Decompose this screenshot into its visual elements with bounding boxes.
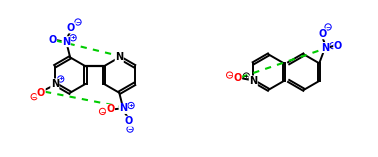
Text: N: N xyxy=(249,76,257,86)
Text: +: + xyxy=(58,76,64,81)
Text: −: − xyxy=(325,24,331,29)
Text: −: − xyxy=(100,109,105,114)
Text: +: + xyxy=(244,73,249,78)
Text: O: O xyxy=(318,29,326,39)
Text: −: − xyxy=(227,73,232,78)
Text: O: O xyxy=(37,88,45,98)
Text: −: − xyxy=(32,94,37,99)
Text: O: O xyxy=(67,23,75,33)
Text: +: + xyxy=(330,43,336,48)
Text: N: N xyxy=(62,37,70,47)
Text: N: N xyxy=(115,52,123,62)
Text: O: O xyxy=(106,104,115,114)
Text: N: N xyxy=(119,103,127,114)
Text: N: N xyxy=(51,79,59,89)
Text: +: + xyxy=(70,35,76,40)
Text: O: O xyxy=(125,116,133,126)
Text: +: + xyxy=(129,103,134,108)
Text: −: − xyxy=(75,19,81,24)
Text: O: O xyxy=(48,35,57,45)
Text: −: − xyxy=(127,127,133,132)
Text: O: O xyxy=(233,73,242,83)
Text: N: N xyxy=(321,43,329,53)
Text: O: O xyxy=(334,41,342,51)
